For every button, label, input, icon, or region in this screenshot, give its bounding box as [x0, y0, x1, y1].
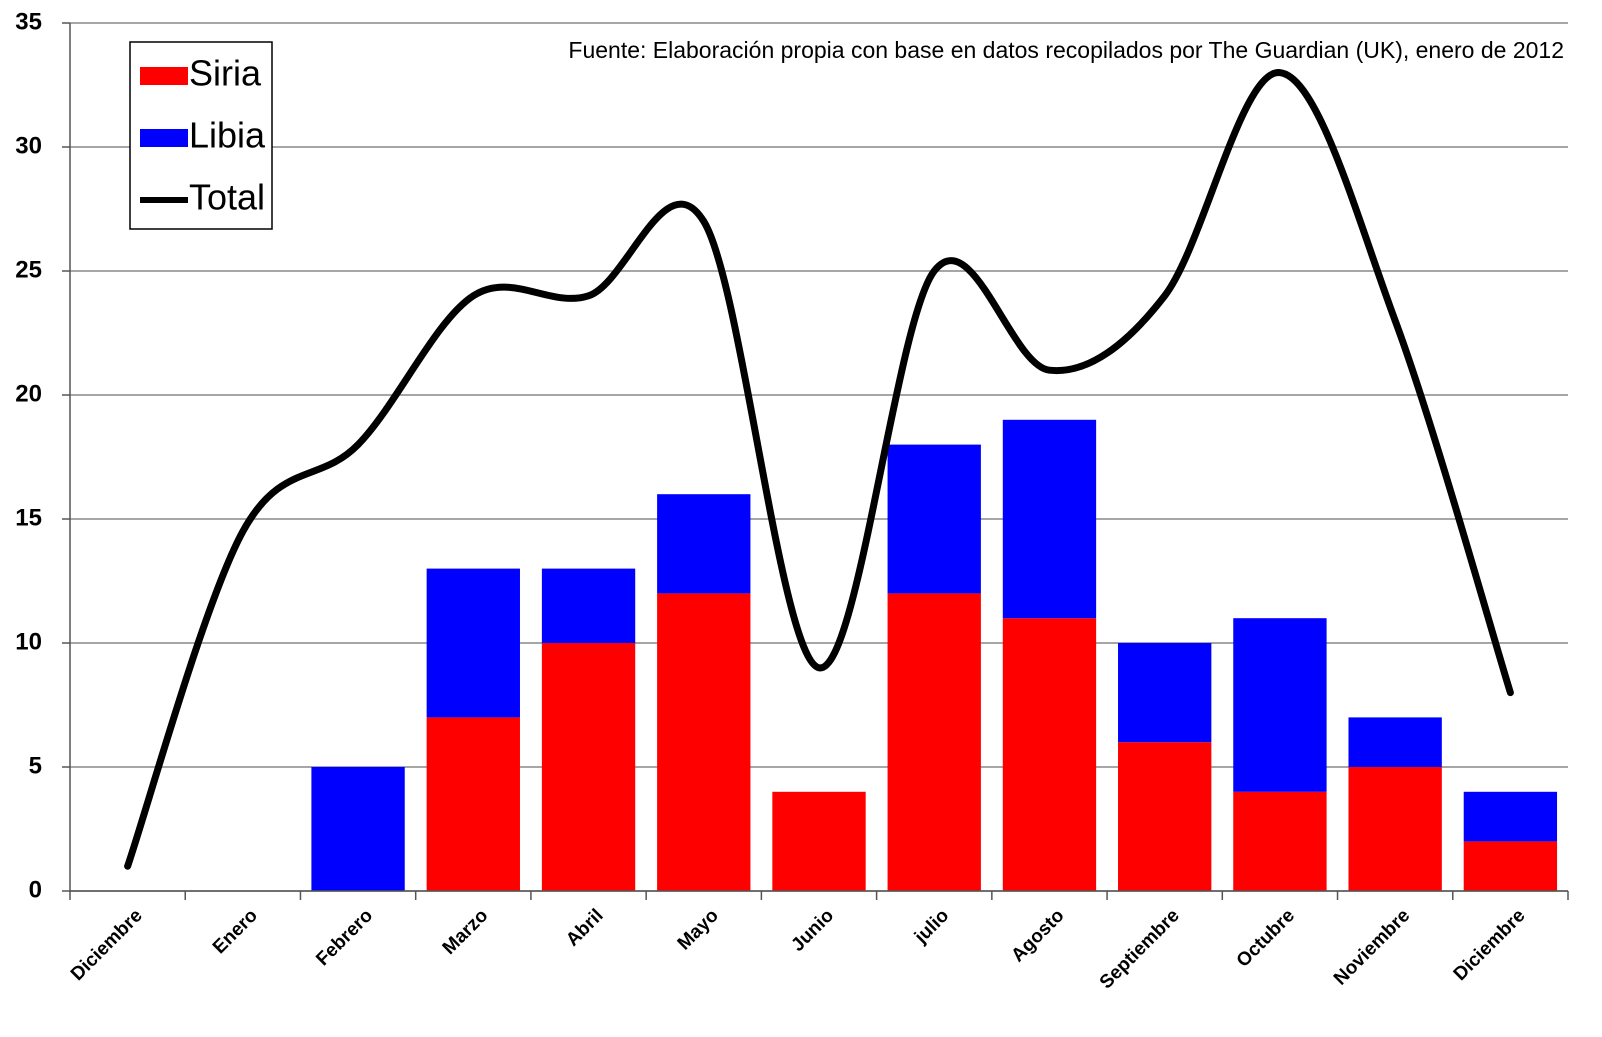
y-tick-label: 10 — [15, 628, 42, 655]
bar-segment — [1118, 742, 1212, 891]
y-tick-label: 25 — [15, 256, 42, 283]
y-tick-label: 15 — [15, 504, 42, 531]
x-tick-label: Septiembre — [1096, 905, 1184, 993]
y-tick-label: 35 — [15, 8, 42, 35]
bar-segment — [1348, 717, 1442, 767]
bar-segment — [1233, 791, 1327, 891]
total-line — [124, 69, 1514, 870]
bar-segment — [1233, 618, 1327, 792]
y-tick-label: 30 — [15, 132, 42, 159]
x-tick-label: Diciembre — [67, 905, 147, 985]
legend-swatch — [140, 67, 188, 85]
bar-segment — [887, 444, 981, 594]
legend-label: Libia — [189, 115, 266, 156]
x-tick-label: Noviembre — [1330, 905, 1414, 989]
x-tick-label: Diciembre — [1450, 905, 1530, 985]
bar-segment — [1002, 618, 1097, 891]
legend-swatch — [140, 129, 188, 147]
x-tick-label: Agosto — [1007, 905, 1068, 966]
bar-segment — [772, 791, 866, 891]
x-tick-label: Marzo — [439, 905, 493, 959]
bar-segment — [541, 568, 636, 643]
legend-label: Siria — [189, 53, 262, 94]
bar-segment — [1002, 419, 1097, 619]
bar-segment — [657, 593, 751, 891]
bar-segment — [887, 593, 981, 891]
bar-segment — [541, 643, 636, 891]
bar-segment — [1463, 791, 1558, 842]
bar-segment — [1118, 643, 1212, 743]
x-tick-label: Abril — [562, 905, 607, 950]
x-tick-label: Mayo — [674, 905, 723, 954]
x-tick-label: Junio — [787, 905, 838, 956]
legend-label: Total — [189, 177, 265, 218]
bar-segment — [657, 494, 751, 594]
x-tick-label: Octubre — [1233, 905, 1299, 971]
x-tick-label: Enero — [209, 905, 262, 958]
bar-segment — [1463, 841, 1558, 891]
bar-segment — [1348, 767, 1442, 891]
source-note: Fuente: Elaboración propia con base en d… — [568, 37, 1564, 63]
y-tick-label: 5 — [29, 752, 42, 779]
bar-segment — [311, 767, 405, 891]
bar-segment — [426, 717, 520, 891]
y-tick-label: 20 — [15, 380, 42, 407]
x-tick-label: Febrero — [312, 905, 377, 970]
bar-segment — [426, 568, 520, 718]
x-tick-label: julio — [910, 905, 953, 948]
y-tick-label: 0 — [29, 876, 42, 903]
